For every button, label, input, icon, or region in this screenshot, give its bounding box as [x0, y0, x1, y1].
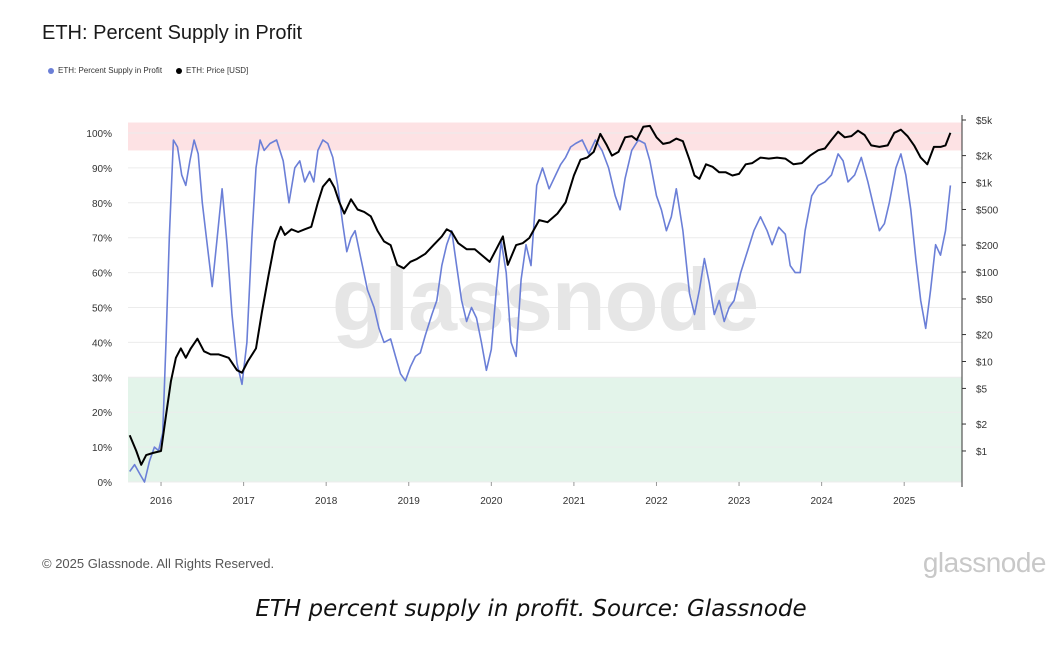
x-tick-label: 2021 — [563, 496, 586, 507]
y-left-tick-label: 0% — [98, 478, 113, 489]
x-tick-label: 2018 — [315, 496, 338, 507]
y-right-tick-label: $50 — [976, 295, 993, 306]
series-line-percent-supply-in-profit — [129, 139, 952, 483]
y-left-tick-label: 60% — [92, 269, 112, 280]
chart-canvas: glassnode 0% 10% 20% 30% 40% 50% 60% 70% 80% 90% 1… — [86, 115, 999, 507]
band-0 — [128, 122, 962, 151]
y-left-tick-label: 20% — [92, 408, 112, 419]
band-1 — [128, 377, 962, 482]
y-left-tick-label: 80% — [92, 199, 112, 210]
series-line-eth-price — [128, 124, 952, 466]
legend-dot-price-icon — [176, 67, 183, 74]
x-tick-label: 2020 — [480, 496, 503, 507]
legend-item-profit[interactable]: ETH: Percent Supply in Profit — [48, 66, 162, 75]
y-right-tick-label: $20 — [976, 331, 993, 342]
chart-watermark: glassnode — [332, 250, 758, 349]
y-right-tick-label: $500 — [976, 205, 999, 216]
legend-item-price[interactable]: ETH: Price [USD] — [176, 66, 248, 75]
x-tick-label: 2016 — [150, 496, 173, 507]
y-right-tick-label: $1 — [976, 447, 988, 458]
y-right-tick-label: $200 — [976, 241, 999, 252]
legend-dot-profit-icon — [48, 67, 54, 74]
y-right-tick-label: $100 — [976, 268, 999, 279]
figure-caption: ETH percent supply in profit. Source: Gl… — [255, 596, 807, 622]
y-left-tick-label: 100% — [86, 129, 112, 140]
y-left-tick-label: 10% — [92, 443, 112, 454]
x-tick-label: 2023 — [728, 496, 751, 507]
y-left-tick-label: 70% — [92, 234, 112, 245]
x-tick-label: 2017 — [232, 496, 255, 507]
y-left-tick-label: 50% — [92, 304, 112, 315]
x-tick-label: 2025 — [893, 496, 916, 507]
legend-label-price: ETH: Price [USD] — [186, 66, 249, 75]
y-left-tick-label: 90% — [92, 164, 112, 175]
x-tick-label: 2024 — [810, 496, 833, 507]
chart-legend: ETH: Percent Supply in Profit ETH: Price… — [48, 66, 248, 75]
y-right-tick-label: $2k — [976, 152, 993, 163]
y-right-tick-label: $5k — [976, 116, 993, 127]
chart-title: ETH: Percent Supply in Profit — [42, 22, 303, 44]
y-right-tick-label: $2 — [976, 420, 988, 431]
y-left-tick-label: 40% — [92, 338, 112, 349]
x-tick-label: 2019 — [398, 496, 421, 507]
legend-label-profit: ETH: Percent Supply in Profit — [58, 66, 163, 75]
y-left-tick-label: 30% — [92, 373, 112, 384]
copyright-text: © 2025 Glassnode. All Rights Reserved. — [42, 556, 275, 571]
y-right-tick-label: $1k — [976, 179, 993, 190]
y-right-tick-label: $10 — [976, 357, 993, 368]
x-tick-label: 2022 — [645, 496, 668, 507]
brand-logo: glassnode — [922, 547, 1047, 578]
y-right-tick-label: $5 — [976, 384, 988, 395]
